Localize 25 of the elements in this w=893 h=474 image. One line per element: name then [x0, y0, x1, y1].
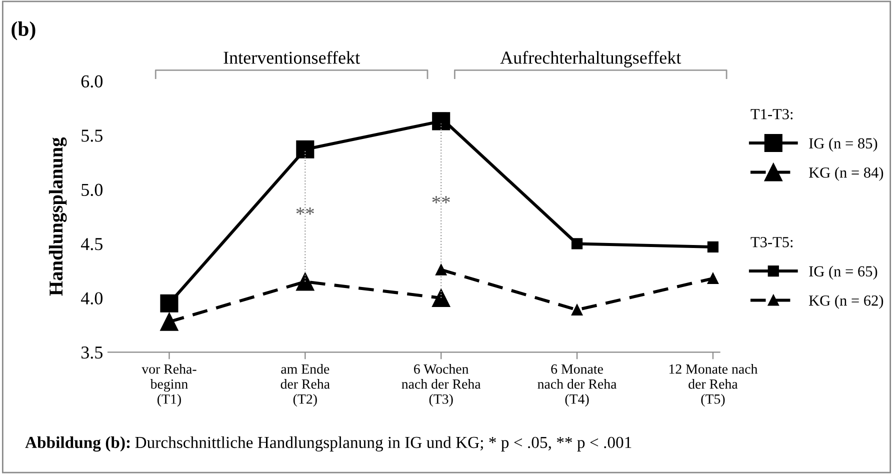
x-tick-label: vor Reha- beginn (T1) [142, 364, 196, 407]
x-tick-label: 6 Monate nach der Reha (T4) [538, 364, 617, 407]
y-tick-label: 4.0 [80, 292, 103, 304]
text: Abbildung (b): [25, 436, 130, 452]
chart-title: (b) [12, 21, 36, 40]
y-tick-label: 6.0 [81, 75, 103, 88]
legend-label: IG (n = 85) [809, 138, 878, 152]
text: Interventionseffekt [224, 50, 360, 64]
text: Durchschnittliche Handlungsplanung in IG und KG; * p < .05, ** p < .001 [135, 436, 632, 452]
text: Aufrechterhaltungseffekt [500, 50, 682, 68]
y-tick-label: 5.5 [82, 130, 102, 142]
x-tick-label: am Ende der Reha (T2) [280, 364, 330, 407]
legend-label: KG (n = 84) [808, 167, 884, 181]
legend-label: KG (n = 62) [808, 294, 884, 309]
annotation: ** [296, 207, 314, 215]
y-tick-label: 3.5 [81, 346, 102, 359]
annotation: ** [432, 196, 450, 204]
legend-label: IG (n = 65) [809, 266, 878, 280]
y-axis-title: Handlungsplanung [48, 137, 67, 296]
y-tick-label: 4.5 [80, 238, 102, 250]
text: T1-T3: [750, 109, 793, 120]
x-tick-label: 6 Wochen nach der Reha (T3) [402, 364, 481, 407]
text: T3-T5: [750, 237, 793, 248]
x-tick-label: 12 Monate nach der Reha (T5) [669, 364, 758, 407]
y-tick-label: 5.0 [82, 184, 103, 196]
